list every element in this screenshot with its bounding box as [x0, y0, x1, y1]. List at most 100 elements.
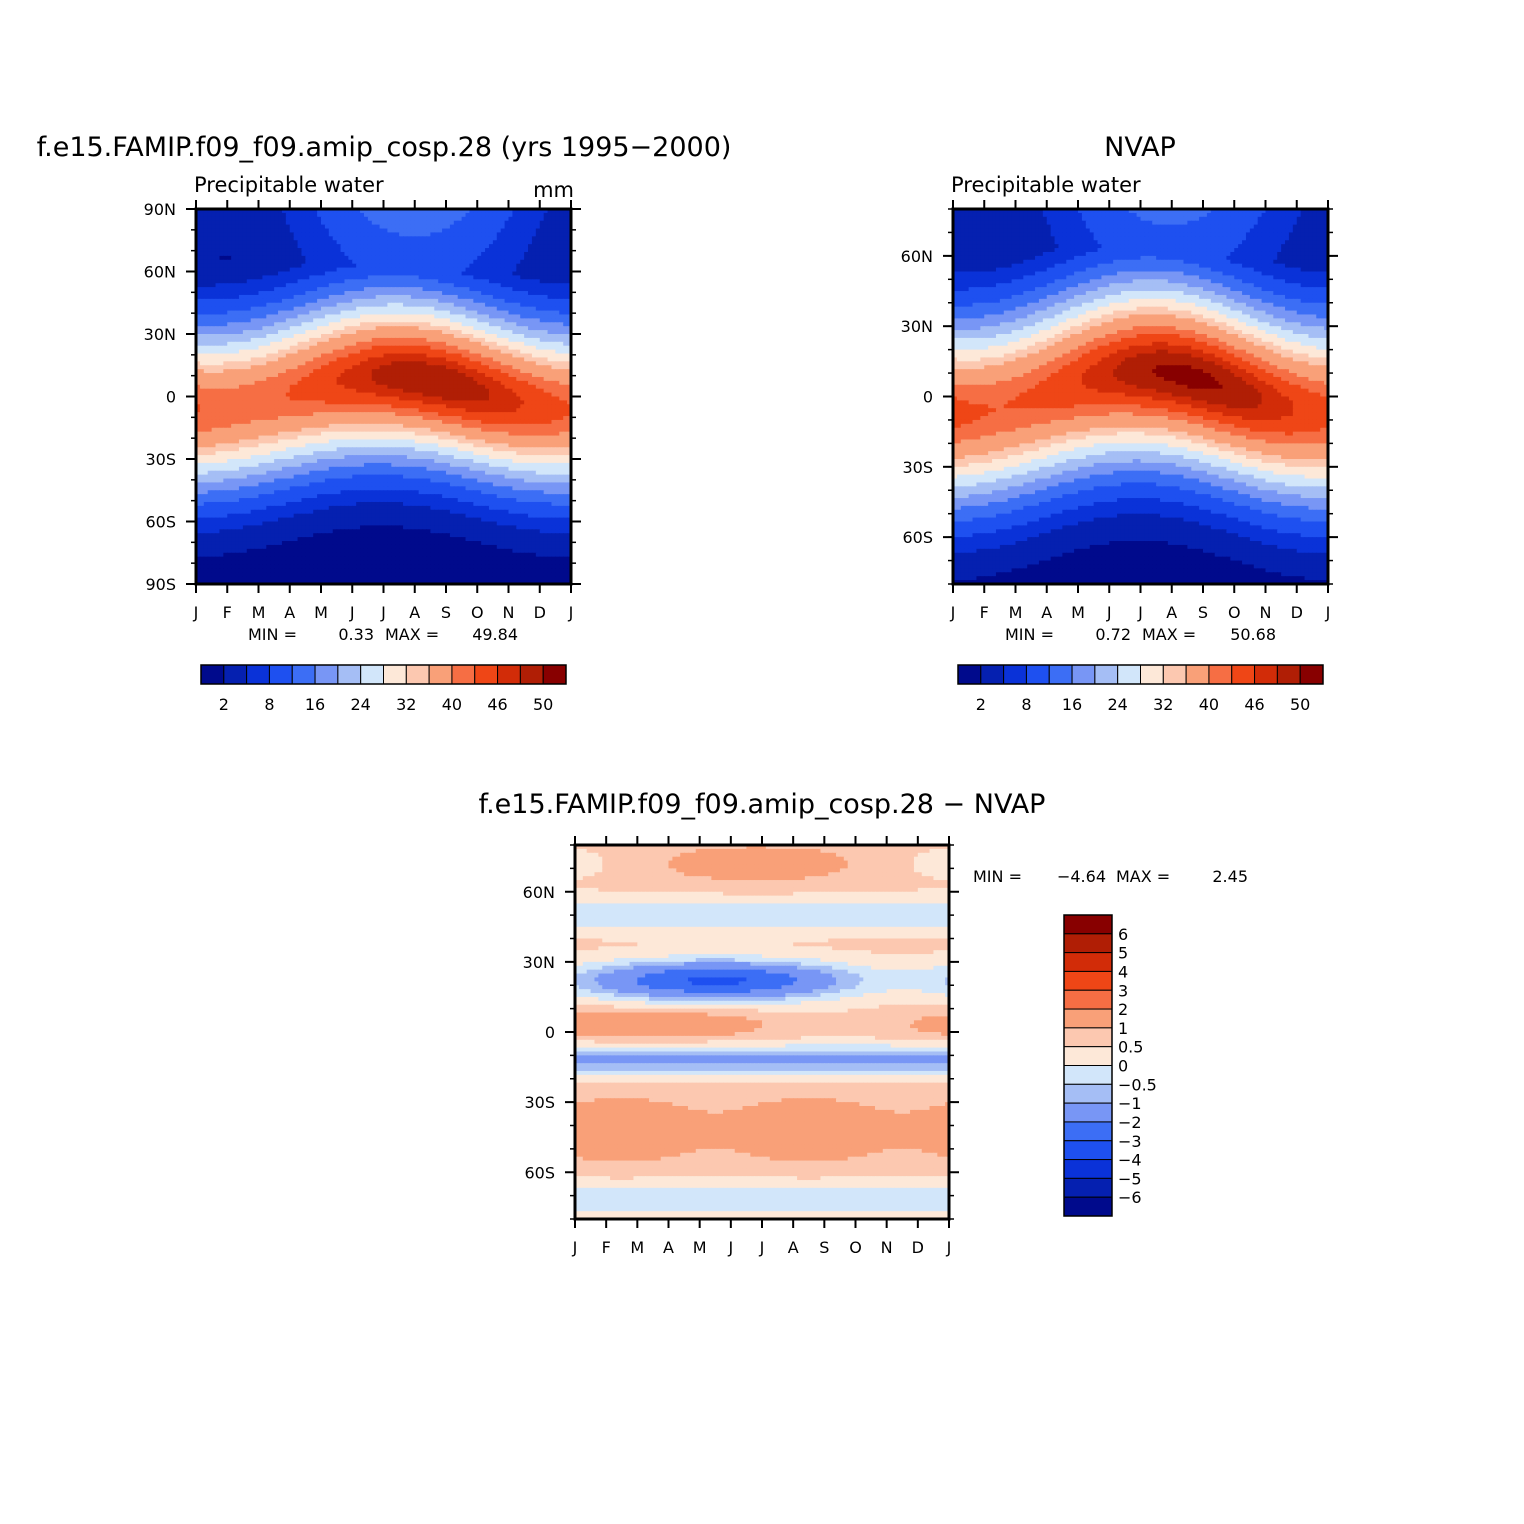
- contour-cell: [438, 353, 443, 359]
- contour-cell: [293, 259, 299, 265]
- contour-cell: [492, 392, 498, 398]
- contour-cell: [516, 376, 521, 382]
- contour-cell: [199, 275, 205, 280]
- contour-cell: [258, 216, 264, 222]
- contour-cell: [254, 373, 260, 378]
- contour-cell: [313, 314, 318, 319]
- contour-cell: [449, 408, 455, 413]
- contour-cell: [211, 279, 217, 284]
- contour-cell: [336, 361, 342, 366]
- contour-cell: [446, 240, 451, 245]
- contour-cell: [344, 275, 349, 280]
- contour-cell: [446, 326, 451, 331]
- contour-cell: [301, 216, 306, 222]
- contour-cell: [375, 384, 381, 390]
- contour-cell: [438, 334, 443, 339]
- contour-cell: [215, 275, 221, 280]
- contour-cell: [242, 341, 248, 347]
- contour-cell: [418, 408, 424, 413]
- contour-cell: [446, 283, 451, 288]
- contour-cell: [555, 236, 560, 241]
- contour-cell: [360, 361, 365, 366]
- contour-cell: [235, 330, 240, 335]
- contour-cell: [360, 212, 365, 218]
- contour-cell: [543, 267, 549, 273]
- contour-cell: [309, 357, 314, 362]
- contour-cell: [551, 369, 556, 374]
- contour-cell: [301, 248, 306, 253]
- contour-cell: [453, 291, 459, 296]
- contour-cell: [285, 244, 291, 249]
- contour-cell: [383, 267, 389, 273]
- contour-cell: [313, 306, 318, 312]
- contour-cell: [434, 259, 439, 265]
- contour-cell: [289, 279, 295, 284]
- contour-cell: [442, 326, 447, 331]
- contour-cell: [426, 271, 431, 277]
- contour-cell: [278, 236, 283, 241]
- contour-cell: [219, 224, 224, 230]
- contour-cell: [555, 365, 560, 370]
- contour-cell: [492, 384, 498, 390]
- contour-cell: [367, 349, 373, 355]
- contour-cell: [211, 287, 217, 292]
- contour-cell: [321, 357, 326, 362]
- contour-cell: [301, 209, 306, 214]
- contour-cell: [508, 349, 514, 355]
- contour-cell: [555, 341, 560, 347]
- contour-cell: [196, 337, 201, 343]
- contour-cell: [305, 244, 310, 249]
- contour-cell: [340, 349, 346, 355]
- contour-cell: [324, 212, 330, 218]
- contour-cell: [535, 283, 541, 288]
- contour-cell: [453, 255, 459, 261]
- contour-cell: [363, 404, 369, 409]
- contour-cell: [305, 302, 310, 308]
- contour-cell: [356, 283, 361, 288]
- contour-cell: [223, 365, 228, 370]
- contour-cell: [223, 251, 228, 257]
- contour-cell: [563, 318, 568, 323]
- contour-cell: [309, 275, 314, 280]
- contour-cell: [203, 365, 209, 370]
- contour-cell: [266, 388, 271, 394]
- contour-cell: [211, 357, 217, 362]
- contour-cell: [391, 283, 396, 288]
- contour-cell: [238, 314, 244, 319]
- contour-cell: [246, 275, 252, 280]
- contour-cell: [356, 396, 361, 402]
- contour-cell: [520, 291, 525, 296]
- contour-cell: [418, 240, 424, 245]
- contour-cell: [215, 400, 221, 405]
- contour-cell: [528, 298, 533, 304]
- contour-cell: [227, 357, 232, 362]
- contour-cell: [477, 322, 482, 327]
- contour-cell: [270, 255, 275, 261]
- contour-cell: [375, 212, 381, 218]
- contour-cell: [488, 384, 494, 390]
- contour-cell: [492, 236, 498, 241]
- contour-cell: [219, 330, 224, 335]
- contour-cell: [543, 294, 549, 300]
- contour-cell: [524, 294, 529, 300]
- contour-cell: [262, 279, 267, 284]
- contour-cell: [567, 353, 572, 359]
- contour-cell: [547, 341, 553, 347]
- contour-cell: [270, 337, 275, 343]
- contour-cell: [207, 228, 213, 234]
- contour-cell: [477, 263, 482, 269]
- contour-cell: [477, 244, 482, 249]
- contour-cell: [383, 212, 389, 218]
- contour-cell: [254, 318, 260, 323]
- contour-cell: [313, 396, 318, 402]
- contour-cell: [238, 240, 244, 245]
- contour-cell: [410, 357, 416, 362]
- contour-cell: [543, 400, 549, 405]
- contour-cell: [430, 287, 435, 292]
- contour-cell: [203, 369, 209, 374]
- contour-cell: [512, 306, 517, 312]
- contour-cell: [492, 232, 498, 237]
- contour-cell: [485, 275, 490, 280]
- contour-cell: [469, 248, 474, 253]
- contour-cell: [360, 255, 365, 261]
